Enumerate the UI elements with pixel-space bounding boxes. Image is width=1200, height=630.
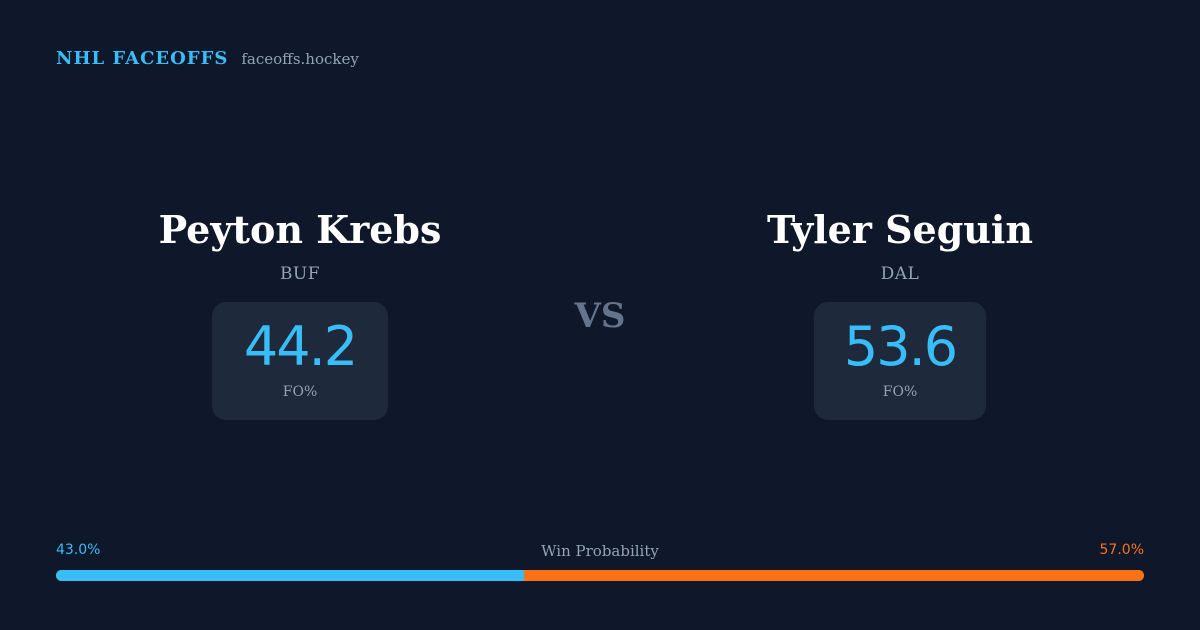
stat-label: FO% [882,384,918,400]
player-name: Peyton Krebs [158,207,442,252]
win-probability-bar [56,570,1144,581]
team-abbreviation: DAL [880,264,920,284]
stat-value: 44.2 [243,315,358,378]
win-probability-right: 57.0% [1099,542,1144,558]
win-probability-title: Win Probability [541,542,659,560]
player-left: Peyton Krebs BUF 44.2 FO% [50,204,550,420]
win-probability-left: 43.0% [56,542,101,558]
team-abbreviation: BUF [279,264,321,284]
player-right: Tyler Seguin DAL 53.6 FO% [650,204,1150,420]
brand-name: NHL FACEOFFS [56,48,229,69]
win-probability-labels: 43.0% Win Probability 57.0% [56,542,1144,564]
stat-card: 53.6 FO% [814,302,986,420]
vs-label: VS [574,296,626,336]
stat-label: FO% [282,384,318,400]
win-probability-bar-left [56,570,524,581]
player-name: Tyler Seguin [767,207,1033,252]
win-probability-bar-right [523,570,1144,581]
stat-card: 44.2 FO% [212,302,388,420]
stat-value: 53.6 [843,315,958,378]
brand-domain: faceoffs.hockey [241,50,359,68]
brand-header: NHL FACEOFFS faceoffs.hockey [56,48,359,74]
